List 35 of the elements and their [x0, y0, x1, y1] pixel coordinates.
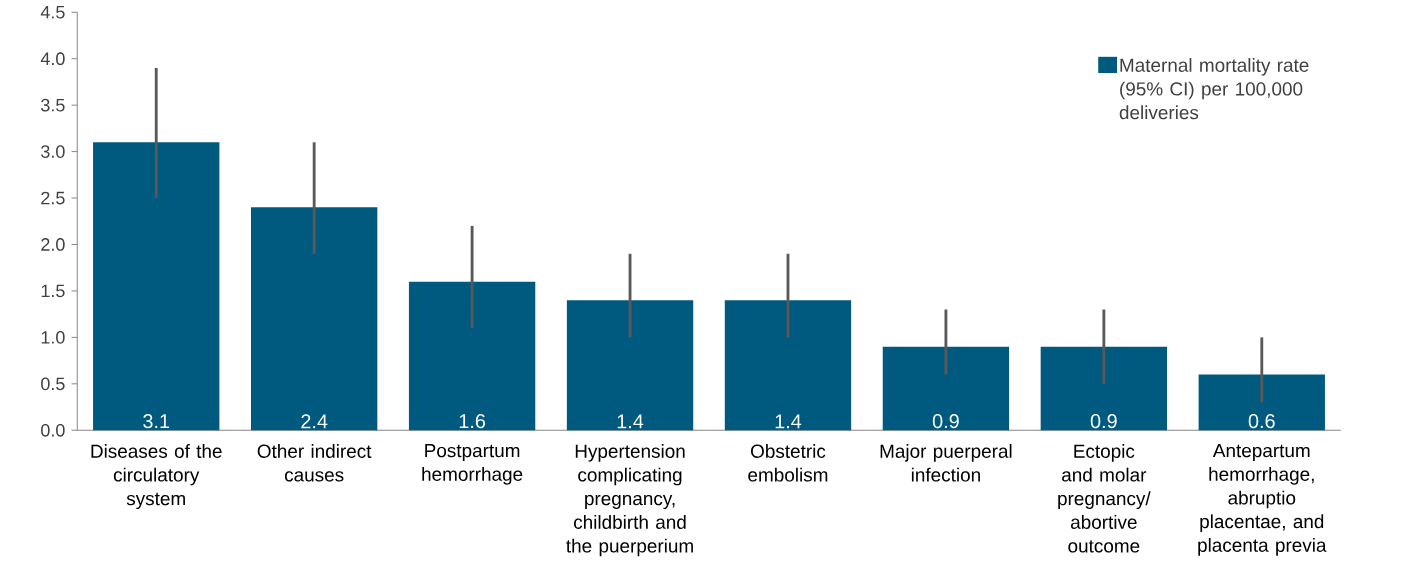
data-label: 0.9: [932, 413, 959, 429]
bar: [1040, 346, 1168, 431]
bar: [724, 300, 852, 431]
bar: [566, 300, 694, 431]
x-tick-label: Obstetric embolism: [748, 443, 828, 482]
x-tick-label: Other indirect causes: [257, 443, 372, 482]
y-tick-label: 2.0: [41, 237, 65, 251]
data-label: 3.1: [143, 413, 170, 429]
y-tick-label: 1.5: [41, 284, 65, 298]
data-label: 1.4: [617, 414, 644, 429]
x-tick-label: Major puerperal infection: [880, 443, 1012, 482]
y-tick-label: 4.5: [40, 5, 65, 19]
data-label: 2.4: [301, 414, 328, 429]
y-tick-label: 3.0: [41, 145, 65, 158]
x-tick-label: Antepartum hemorrhage, abruptio placentae, and placenta previa: [1198, 443, 1327, 556]
bar: [1198, 374, 1325, 431]
y-tick-label: 0.0: [41, 423, 65, 437]
y-tick-label: 1.0: [41, 330, 65, 344]
y-tick-label: 4.0: [40, 52, 65, 65]
legend-label: Maternal mortality rate (95% CI) per 100,000 deliveries: [1119, 57, 1309, 120]
bar: [882, 346, 1010, 431]
data-label: 0.6: [1248, 413, 1275, 429]
x-tick-label: Diseases of the circulatory system: [91, 443, 222, 509]
bar: [408, 281, 536, 431]
data-label: 1.4: [775, 414, 802, 429]
x-tick-label: Ectopic and molar pregnancy/ abortive outcome: [1058, 443, 1151, 553]
bar: [93, 142, 220, 431]
y-tick-label: 0.5: [41, 377, 65, 391]
y-tick-label: 2.5: [41, 191, 65, 205]
data-label: 1.6: [459, 413, 486, 429]
x-tick-label: Hypertension complicating pregnancy, childbirth and the puerperium: [566, 443, 693, 557]
data-label: 0.9: [1090, 413, 1117, 429]
x-tick-label: Postpartum hemorrhage: [422, 443, 523, 485]
y-tick-label: 3.5: [41, 98, 65, 112]
bar: [250, 207, 378, 431]
